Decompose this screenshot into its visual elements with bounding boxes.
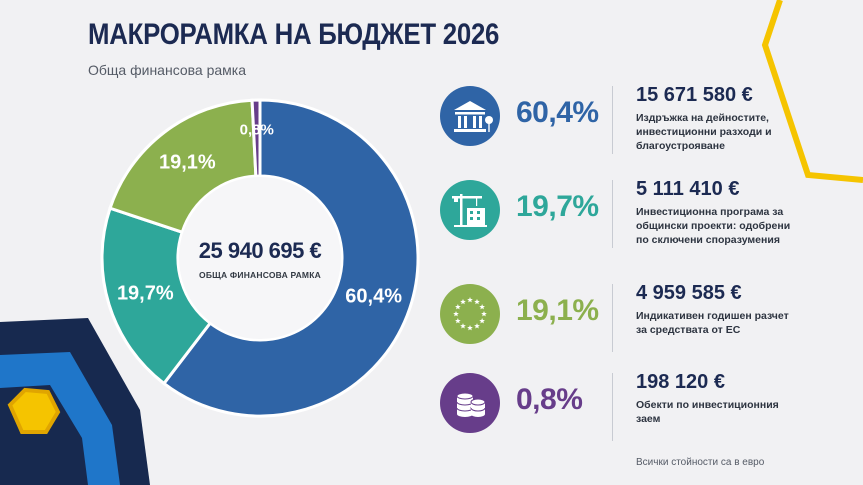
eu-star bbox=[453, 311, 459, 317]
row-percent: 19,1% bbox=[516, 294, 599, 327]
eu-star bbox=[460, 298, 466, 305]
eu-star bbox=[479, 304, 485, 310]
breakdown-row-investment-loan: 0,8% 198 120 € Обекти по инвестиционния … bbox=[440, 371, 840, 463]
row-amount: 4 959 585 € bbox=[636, 282, 742, 304]
donut-center-caption: ОБЩА ФИНАНСОВА РАМКА bbox=[199, 270, 321, 280]
donut-slice-2 bbox=[100, 206, 213, 386]
eu-star bbox=[479, 318, 485, 324]
eu-star bbox=[481, 311, 487, 317]
donut-slice-label: 19,7% bbox=[117, 282, 174, 304]
breakdown-row-eu-funds: 19,1% 4 959 585 € Индикативен годишен ра… bbox=[440, 282, 840, 374]
donut-slice-label: 60,4% bbox=[345, 286, 402, 308]
eu-star bbox=[467, 297, 473, 303]
crane-building-icon bbox=[452, 194, 487, 227]
footnote: Всички стойности са в евро bbox=[636, 457, 765, 468]
row-amount: 198 120 € bbox=[636, 371, 725, 393]
row-amount: 15 671 580 € bbox=[636, 84, 753, 106]
row-divider bbox=[612, 284, 613, 352]
donut-center-total: 25 940 695 € bbox=[198, 238, 322, 263]
row-icon-circle bbox=[440, 86, 500, 146]
eu-star bbox=[455, 304, 461, 310]
row-description: Индикативен годишен разчет за средствата… bbox=[636, 310, 789, 336]
row-icon-circle bbox=[440, 373, 500, 433]
row-description: Издръжка на дейностите, инвестиционни ра… bbox=[636, 112, 772, 152]
breakdown-row-operations: 60,4% 15 671 580 € Издръжка на дейностит… bbox=[440, 84, 840, 176]
row-description: Обекти по инвестиционния заем bbox=[636, 399, 779, 425]
donut-slice-1 bbox=[161, 98, 420, 418]
row-percent: 60,4% bbox=[516, 96, 599, 129]
eu-star bbox=[460, 323, 466, 329]
eu-star bbox=[474, 323, 480, 329]
donut-slice-label: 0,8% bbox=[240, 122, 274, 139]
row-amount: 5 111 410 € bbox=[636, 178, 740, 200]
row-divider bbox=[612, 86, 613, 154]
public-building-icon bbox=[454, 101, 493, 132]
donut-slice-4 bbox=[250, 98, 262, 178]
eu-star bbox=[455, 318, 461, 324]
coins-icon bbox=[456, 392, 486, 417]
row-divider bbox=[612, 373, 613, 441]
breakdown-row-investment-program: 19,7% 5 111 410 € Инвестиционна програма… bbox=[440, 178, 840, 270]
eu-stars-icon bbox=[453, 297, 487, 331]
donut-slice-3 bbox=[108, 98, 258, 235]
donut-hole bbox=[179, 177, 341, 339]
row-percent: 19,7% bbox=[516, 190, 599, 223]
row-icon-circle bbox=[440, 284, 500, 344]
eu-star bbox=[467, 325, 473, 331]
row-percent: 0,8% bbox=[516, 383, 583, 416]
donut-slice-label: 19,1% bbox=[159, 151, 216, 173]
page-title: МАКРОРАМКА НА БЮДЖЕТ 2026 bbox=[88, 18, 500, 51]
page-subtitle: Обща финансова рамка bbox=[88, 62, 247, 78]
row-description: Инвестиционна програма за общински проек… bbox=[636, 206, 791, 246]
row-icon-circle bbox=[440, 180, 500, 240]
eu-star bbox=[474, 298, 480, 305]
row-divider bbox=[612, 180, 613, 248]
